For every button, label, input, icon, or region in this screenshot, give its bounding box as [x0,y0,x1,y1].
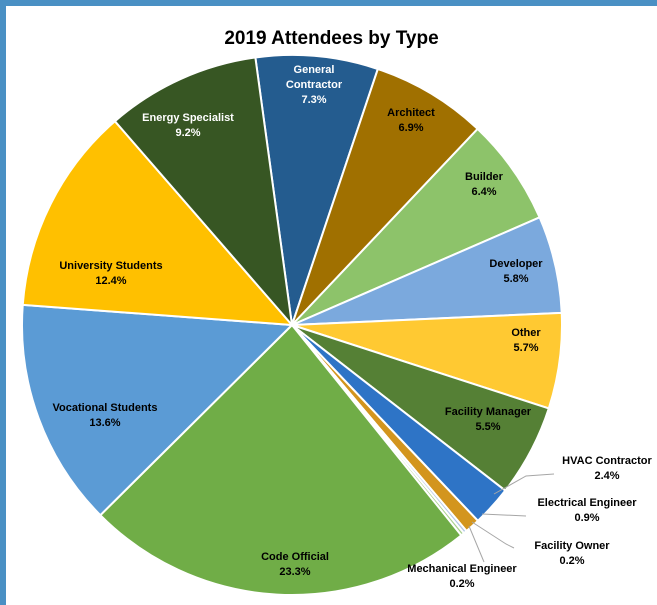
slice-university-students [21,119,295,327]
slice-energy-specialist [113,56,294,329]
label-developer: Developer [489,258,543,270]
label-general-contractor-line2: Contractor [286,79,343,91]
value-architect: 6.9% [398,122,423,134]
label-mechanical-engineer: Mechanical Engineer [407,563,517,575]
slice-vocational-students [21,303,295,517]
value-developer: 5.8% [503,273,528,285]
label-builder: Builder [465,171,504,183]
label-hvac-contractor: HVAC Contractor [562,455,652,467]
chart-title: 2019 Attendees by Type [224,28,439,49]
leader-line-electrical-engineer [481,513,527,517]
leader-line-hvac-contractor [493,473,555,495]
value-mechanical-engineer: 0.2% [449,578,474,590]
label-general-contractor-line1: General [294,64,335,76]
value-university-students: 12.4% [95,275,126,287]
value-hvac-contractor: 2.4% [594,470,619,482]
label-university-students: University Students [59,260,162,272]
slice-architect [291,67,480,326]
leader-line-mechanical-engineer [468,525,485,563]
label-architect: Architect [387,107,435,119]
pie-chart: General Contractor 7.3% Architect 6.9% Builde… [21,54,653,596]
slice-general-contractor [254,54,380,326]
slice-labels: General Contractor 7.3% Architect 6.9% Builde… [53,64,653,590]
label-code-official: Code Official [261,551,329,563]
value-facility-manager: 5.5% [475,421,500,433]
label-facility-owner: Facility Owner [534,540,610,552]
pie-slices [21,54,564,596]
chart-frame: 2019 Attendees by Type General Contractor… [6,6,657,605]
label-other: Other [511,327,541,339]
label-electrical-engineer: Electrical Engineer [537,497,637,509]
value-facility-owner: 0.2% [559,555,584,567]
leader-line-facility-owner [471,521,515,549]
value-code-official: 23.3% [279,566,310,578]
value-energy-specialist: 9.2% [175,127,200,139]
value-other: 5.7% [513,342,538,354]
value-builder: 6.4% [471,186,496,198]
value-vocational-students: 13.6% [89,417,120,429]
value-electrical-engineer: 0.9% [574,512,599,524]
value-general-contractor: 7.3% [301,94,326,106]
label-facility-manager: Facility Manager [445,406,532,418]
label-vocational-students: Vocational Students [53,402,158,414]
slice-code-official [98,323,463,596]
label-energy-specialist: Energy Specialist [142,112,234,124]
